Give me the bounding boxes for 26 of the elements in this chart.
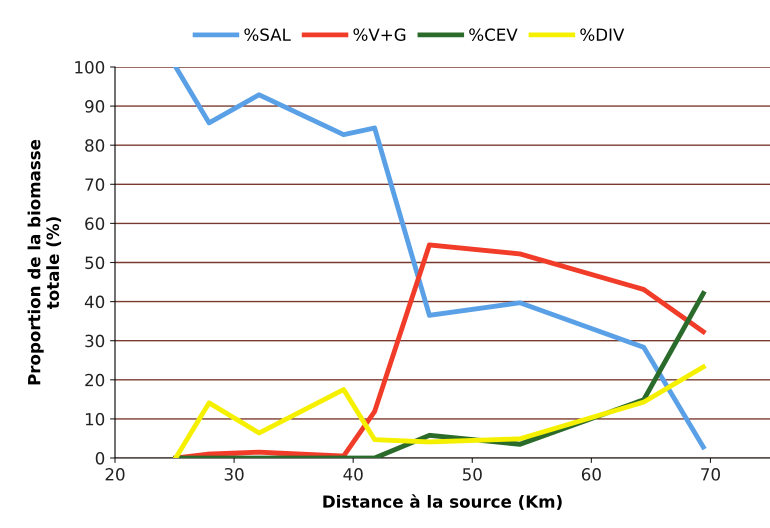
legend-label: %SAL bbox=[244, 28, 291, 41]
y-tick-label: 80 bbox=[85, 139, 104, 152]
y-tick-label: 90 bbox=[85, 100, 104, 113]
y-tick-label: 50 bbox=[85, 256, 104, 270]
x-tick-label: 20 bbox=[106, 468, 124, 481]
x-tick-label: 50 bbox=[462, 468, 482, 481]
legend-label: %CEV bbox=[469, 28, 518, 41]
line-series bbox=[173, 242, 706, 458]
line-series bbox=[173, 364, 706, 458]
y-tick-label: 30 bbox=[85, 334, 104, 348]
y-tick-label: 60 bbox=[85, 217, 104, 230]
x-tick-label: 30 bbox=[224, 468, 244, 481]
legend-label: %V+G bbox=[353, 28, 406, 41]
y-tick-label: 70 bbox=[85, 178, 104, 191]
y-tick-label: 40 bbox=[84, 296, 104, 308]
line-series bbox=[173, 67, 706, 450]
legend-label: %DIV bbox=[580, 28, 624, 41]
y-axis-title: Proportion de la biomasse totale (%) bbox=[28, 140, 62, 384]
x-tick-label: 70 bbox=[701, 468, 720, 481]
y-tick-label: 100 bbox=[75, 60, 104, 74]
x-axis-title: Distance à la source (Km) bbox=[323, 494, 562, 510]
x-tick-label: 40 bbox=[343, 468, 363, 481]
y-tick-label: 10 bbox=[86, 412, 104, 426]
y-tick-label: 0 bbox=[96, 452, 104, 465]
y-tick-label: 20 bbox=[85, 374, 104, 386]
x-tick-label: 60 bbox=[582, 468, 601, 481]
